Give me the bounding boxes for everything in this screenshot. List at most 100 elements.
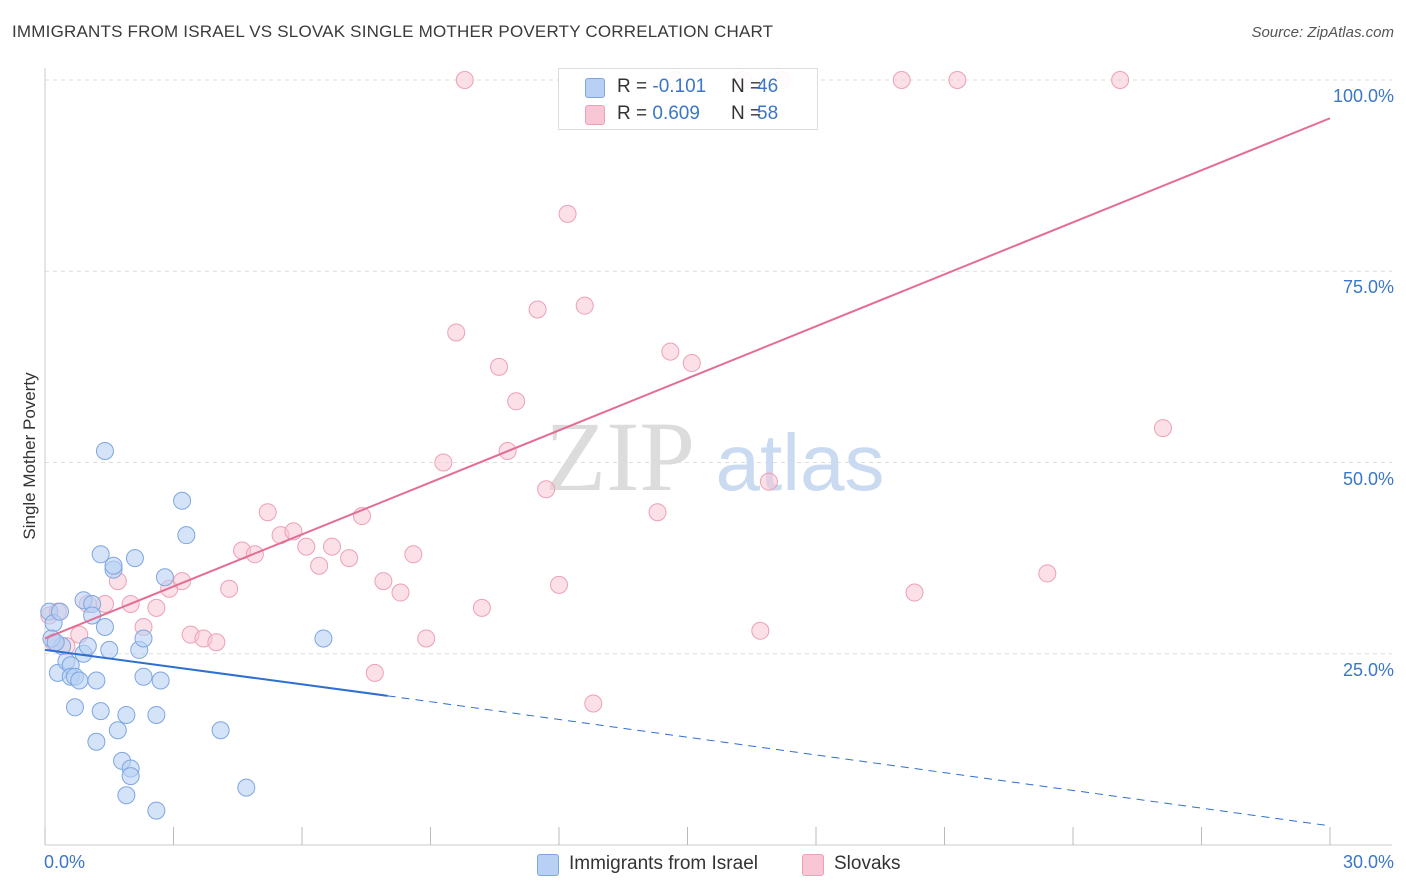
- y-tick-label: 100.0%: [1332, 86, 1394, 106]
- legend-n-label: N =: [731, 103, 762, 124]
- data-point-slovaks: [455, 71, 474, 89]
- data-point-slovaks: [490, 357, 509, 376]
- data-point-israel: [237, 778, 256, 797]
- data-point-slovaks: [374, 572, 393, 591]
- legend-n-label: N =: [731, 76, 762, 97]
- data-point-slovaks: [340, 549, 359, 568]
- data-point-israel: [117, 705, 136, 724]
- trend-line-israel: [44, 648, 388, 697]
- bottom-legend-label-israel: Immigrants from Israel: [569, 853, 758, 874]
- legend-swatch-slovaks: [585, 105, 605, 125]
- data-point-israel: [151, 671, 170, 690]
- chart-title: IMMIGRANTS FROM ISRAEL VS SLOVAK SINGLE …: [12, 22, 774, 41]
- data-point-israel: [87, 732, 106, 751]
- axes: [44, 68, 1392, 846]
- bottom-legend-swatch-slovaks: [802, 854, 824, 876]
- data-point-israel: [177, 526, 196, 545]
- data-point-slovaks: [391, 583, 410, 602]
- bottom-legend-swatch-israel: [537, 854, 559, 876]
- y-tick-label: 50.0%: [1342, 468, 1394, 489]
- data-point-slovaks: [207, 633, 226, 652]
- grid-lines: [45, 79, 1392, 655]
- source-label: Source: ZipAtlas.com: [1251, 24, 1394, 41]
- data-point-slovaks: [447, 323, 466, 342]
- data-point-israel: [65, 698, 84, 717]
- trend-line-slovaks: [44, 117, 1331, 640]
- data-point-israel: [134, 667, 153, 686]
- data-point-israel: [117, 786, 136, 805]
- data-point-israel: [104, 556, 123, 575]
- data-point-slovaks: [310, 556, 329, 575]
- data-point-israel: [134, 629, 153, 648]
- x-tick-label: 30.0%: [1342, 852, 1394, 872]
- data-point-israel: [121, 767, 140, 786]
- data-point-israel: [87, 671, 106, 690]
- data-point-slovaks: [258, 503, 277, 522]
- legend-swatch-israel: [585, 78, 605, 98]
- data-point-slovaks: [297, 537, 316, 556]
- bottom-legend-label-slovaks: Slovaks: [834, 853, 901, 874]
- correlation-legend: R = -0.101 N = 46 R = 0.609 N = 58: [558, 68, 818, 130]
- data-point-israel: [91, 702, 110, 721]
- data-point-slovaks: [322, 537, 341, 556]
- data-point-slovaks: [220, 579, 239, 598]
- data-point-slovaks: [537, 480, 556, 499]
- data-point-israel: [91, 545, 110, 564]
- legend-r-value: 0.609: [652, 103, 700, 124]
- y-tick-label: 75.0%: [1342, 277, 1394, 298]
- trend-lines: [44, 117, 1331, 827]
- data-point-slovaks: [558, 204, 577, 223]
- data-point-slovaks: [1038, 564, 1057, 583]
- data-point-slovaks: [575, 296, 594, 315]
- data-point-slovaks: [472, 598, 491, 617]
- data-point-slovaks: [584, 694, 603, 713]
- y-tick-label: 25.0%: [1342, 659, 1394, 680]
- data-point-slovaks: [528, 300, 547, 319]
- data-point-slovaks: [365, 663, 384, 682]
- series-slovaks-points: [40, 71, 1172, 713]
- data-point-israel: [314, 629, 333, 648]
- data-point-israel: [100, 640, 119, 659]
- watermark-zip: ZIP: [545, 401, 695, 512]
- data-point-slovaks: [759, 472, 778, 491]
- data-point-israel: [70, 671, 89, 690]
- data-point-israel: [155, 568, 174, 587]
- data-point-slovaks: [751, 621, 770, 640]
- data-point-slovaks: [661, 342, 680, 361]
- legend-r-label: R =: [617, 76, 653, 97]
- trend-line-israel-projection: [387, 695, 1331, 827]
- data-point-slovaks: [1153, 419, 1172, 438]
- data-point-slovaks: [550, 575, 568, 594]
- data-point-israel: [211, 721, 230, 740]
- legend-r-label: R =: [617, 103, 653, 124]
- legend-r-value: -0.101: [652, 76, 707, 97]
- data-point-israel: [173, 491, 192, 510]
- legend-r-israel: R = -0.101: [617, 74, 706, 100]
- legend-n-value: 46: [757, 76, 779, 97]
- data-point-slovaks: [892, 71, 911, 89]
- watermark: ZIP atlas: [545, 401, 884, 512]
- data-point-israel: [147, 705, 166, 724]
- data-point-slovaks: [507, 392, 526, 411]
- data-point-slovaks: [682, 354, 701, 373]
- data-point-slovaks: [147, 598, 166, 617]
- data-point-slovaks: [417, 629, 436, 648]
- data-point-slovaks: [905, 583, 924, 602]
- x-tick-label: 0.0%: [44, 852, 86, 872]
- data-point-israel: [95, 617, 114, 636]
- data-point-slovaks: [1111, 71, 1130, 89]
- data-point-israel: [50, 602, 69, 621]
- data-point-slovaks: [404, 545, 423, 564]
- legend-r-slovaks: R = 0.609: [617, 101, 700, 127]
- data-point-slovaks: [434, 453, 453, 472]
- data-point-israel: [78, 637, 97, 656]
- data-point-slovaks: [948, 71, 967, 89]
- data-point-israel: [125, 549, 144, 568]
- data-point-israel: [108, 721, 127, 740]
- data-point-israel: [95, 442, 114, 461]
- watermark-atlas: atlas: [716, 418, 885, 507]
- data-point-slovaks: [648, 503, 667, 522]
- data-point-israel: [147, 801, 166, 820]
- legend-n-value: 58: [757, 103, 779, 124]
